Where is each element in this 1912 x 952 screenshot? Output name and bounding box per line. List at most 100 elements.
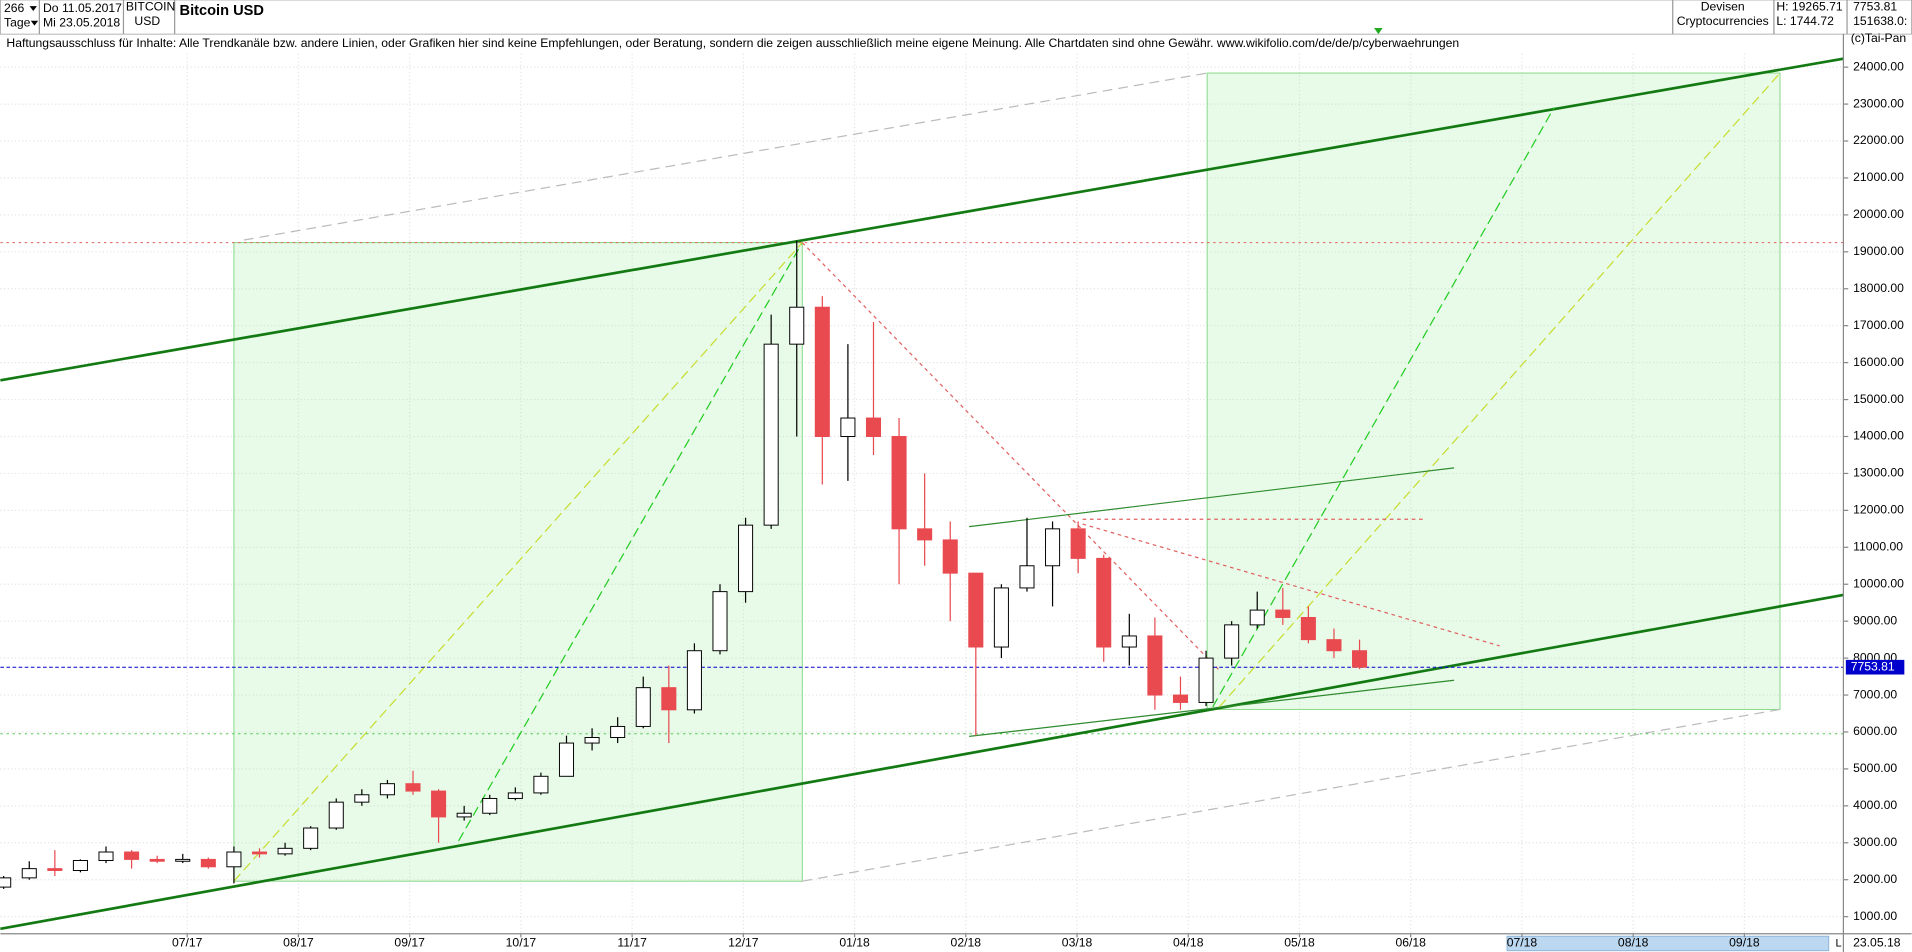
y-tick-label: 15000.00 bbox=[1853, 392, 1904, 406]
candle-body bbox=[891, 436, 907, 530]
candle-body bbox=[149, 858, 165, 862]
candle-body bbox=[840, 417, 856, 437]
trend-line bbox=[0, 593, 1844, 931]
y-tick-label: 6000.00 bbox=[1853, 724, 1897, 738]
y-tick-label: 16000.00 bbox=[1853, 355, 1904, 369]
scrollbar[interactable] bbox=[1506, 935, 1830, 952]
candle-body bbox=[456, 812, 472, 818]
y-tick-label: 20000.00 bbox=[1853, 207, 1904, 221]
candle-body bbox=[226, 851, 242, 868]
candle-body bbox=[1019, 565, 1035, 589]
x-tick-label: 05/18 bbox=[1284, 936, 1315, 950]
y-tick-label: 23000.00 bbox=[1853, 96, 1904, 110]
volume: 151638.0: bbox=[1853, 14, 1907, 28]
y-tick-label: 4000.00 bbox=[1853, 798, 1897, 812]
zone-box bbox=[1206, 72, 1781, 710]
trend-line bbox=[0, 57, 1844, 382]
candle-body bbox=[917, 528, 933, 541]
trend-line bbox=[969, 679, 1455, 738]
candle-body bbox=[431, 790, 447, 818]
x-tick-label: 09/18 bbox=[1729, 936, 1760, 950]
candle-body bbox=[277, 847, 293, 855]
candle-body bbox=[610, 725, 626, 739]
x-tick-label: 08/17 bbox=[283, 936, 314, 950]
trend-line bbox=[243, 72, 1208, 241]
candle-body bbox=[175, 858, 191, 862]
disclaimer: Haftungsausschluss für Inhalte: Alle Tre… bbox=[6, 36, 1459, 50]
candle-body bbox=[635, 687, 651, 727]
candle-body bbox=[738, 524, 754, 593]
candle-body bbox=[865, 417, 882, 437]
trend-line bbox=[1212, 107, 1555, 708]
low: L: 1744.72 bbox=[1776, 14, 1834, 28]
candle-body bbox=[21, 868, 37, 879]
candle-body bbox=[303, 827, 319, 849]
x-tick-label: 10/17 bbox=[506, 936, 537, 950]
y-tick-label: 18000.00 bbox=[1853, 281, 1904, 295]
y-tick-label: 12000.00 bbox=[1853, 503, 1904, 517]
candle-body bbox=[712, 591, 728, 652]
chart-title: Bitcoin USD bbox=[180, 3, 264, 19]
candle-body bbox=[968, 572, 984, 648]
high: H: 19265.71 bbox=[1776, 0, 1843, 14]
x-tick-label: 12/17 bbox=[728, 936, 759, 950]
x-tick-label: 04/18 bbox=[1173, 936, 1204, 950]
candle-body bbox=[47, 868, 63, 871]
candle-body bbox=[1070, 528, 1086, 559]
candle-body bbox=[814, 306, 830, 437]
candle-body bbox=[507, 792, 523, 799]
y-tick-label: 10000.00 bbox=[1853, 576, 1904, 590]
candle-body bbox=[1300, 616, 1316, 641]
dropdown-arrow[interactable] bbox=[29, 6, 37, 11]
candle-body bbox=[0, 877, 12, 888]
x-tick-label: 07/18 bbox=[1507, 936, 1538, 950]
y-tick-label: 22000.00 bbox=[1853, 133, 1904, 147]
x-tick-label: 02/18 bbox=[951, 936, 982, 950]
y-tick-label: 3000.00 bbox=[1853, 835, 1897, 849]
period[interactable]: Tage bbox=[4, 15, 31, 29]
copyright: (c)Tai-Pan bbox=[1851, 31, 1906, 45]
scale-toggle[interactable]: L bbox=[1835, 937, 1841, 949]
y-tick-label: 2000.00 bbox=[1853, 872, 1897, 886]
trend-line bbox=[969, 467, 1455, 528]
candle-body bbox=[1172, 694, 1188, 703]
dropdown-arrow[interactable] bbox=[30, 20, 39, 26]
candle-body bbox=[251, 851, 268, 855]
subgroup: Cryptocurrencies bbox=[1677, 14, 1769, 28]
trend-line bbox=[801, 242, 1220, 671]
y-tick-label: 11000.00 bbox=[1853, 540, 1903, 554]
y-tick-label: 17000.00 bbox=[1853, 318, 1904, 332]
candle-body bbox=[72, 860, 88, 871]
candle-body bbox=[200, 858, 216, 868]
x-tick-label: 07/17 bbox=[172, 936, 203, 950]
candle-body bbox=[584, 737, 600, 744]
candle-body bbox=[1121, 635, 1137, 648]
last: 7753.81 bbox=[1853, 0, 1897, 14]
candle-body bbox=[789, 306, 805, 345]
x-tick-label: 09/17 bbox=[394, 936, 425, 950]
candle-body bbox=[1224, 624, 1240, 659]
y-tick-label: 5000.00 bbox=[1853, 761, 1897, 775]
count[interactable]: 266 bbox=[4, 1, 25, 15]
candle-body bbox=[686, 650, 702, 711]
x-tick-label: 08/18 bbox=[1618, 936, 1649, 950]
x-tick-label: 03/18 bbox=[1062, 936, 1093, 950]
y-tick-label: 13000.00 bbox=[1853, 466, 1904, 480]
candle-body bbox=[354, 794, 370, 803]
last-price-label: 7753.81 bbox=[1851, 659, 1895, 673]
x-tick-label: 01/18 bbox=[839, 936, 870, 950]
candle-body bbox=[1045, 528, 1061, 567]
candle-body bbox=[405, 783, 421, 792]
header-bar bbox=[0, 0, 1912, 35]
candle-body bbox=[942, 539, 958, 574]
y-tick-label: 14000.00 bbox=[1853, 429, 1904, 443]
candle-body bbox=[763, 343, 779, 526]
trend-line bbox=[802, 708, 1781, 882]
candle-body bbox=[98, 851, 114, 861]
x-tick-label: 06/18 bbox=[1395, 936, 1426, 950]
marker bbox=[1374, 28, 1383, 35]
candle-body bbox=[1352, 650, 1368, 668]
